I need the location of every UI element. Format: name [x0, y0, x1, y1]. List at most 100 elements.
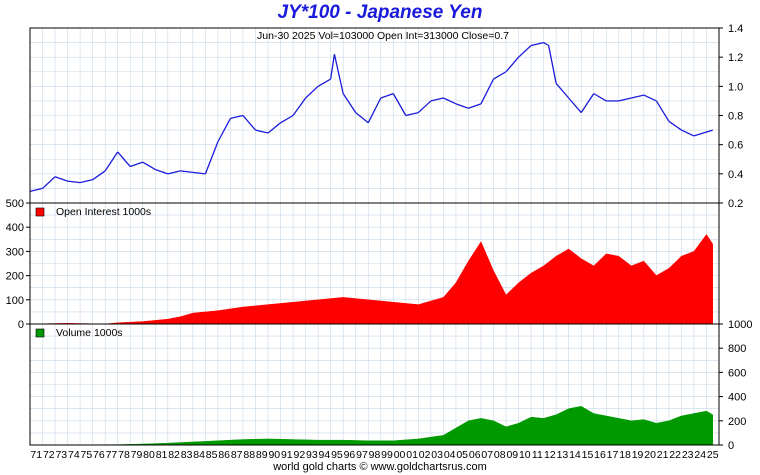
y-tick-label: 0.6 [728, 140, 743, 152]
x-tick-label: 13 [557, 449, 569, 461]
price-line-segment [367, 97, 382, 124]
price-line-segment [192, 171, 206, 175]
x-tick-label: 74 [68, 449, 80, 461]
price-line-segment [530, 41, 544, 47]
price-line-segment [42, 176, 56, 189]
x-tick-label: 01 [406, 449, 418, 461]
y-tick-label: 300 [6, 246, 24, 258]
y-tick-label: 400 [728, 392, 746, 404]
x-tick-label: 71 [30, 449, 42, 461]
x-tick-label: 80 [143, 449, 155, 461]
price-line-segment [417, 100, 432, 114]
price-line-segment [167, 170, 181, 175]
price-line-segment [505, 56, 520, 73]
price-line-segment [317, 78, 331, 87]
x-tick-label: 99 [381, 449, 393, 461]
panel-frame [29, 323, 720, 446]
x-tick-label: 87 [231, 449, 243, 461]
price-line-segment [518, 45, 532, 58]
y-tick-label: 1.0 [728, 81, 743, 93]
chart-title: JY*100 - Japanese Yen [277, 2, 483, 23]
x-tick-label: 97 [356, 449, 368, 461]
x-tick-label: 95 [331, 449, 343, 461]
x-tick-label: 77 [106, 449, 118, 461]
price-line-segment [568, 97, 582, 114]
price-line-segment [255, 129, 269, 134]
price-line-segment [593, 93, 607, 102]
y-tick-label: 1000 [728, 319, 752, 331]
price-line-segment [230, 114, 244, 120]
price-line-segment [580, 93, 595, 113]
y-tick-label: 100 [6, 295, 24, 307]
x-tick-label: 76 [93, 449, 105, 461]
price-line-segment [67, 180, 81, 184]
price-line-segment [130, 161, 143, 168]
y-tick-label: 500 [6, 198, 24, 210]
x-tick-label: 72 [43, 449, 55, 461]
x-tick-label: 11 [532, 449, 543, 461]
x-tick-label: 03 [431, 449, 443, 461]
price-line-segment [380, 93, 394, 99]
y-tick-label: 600 [728, 367, 746, 379]
y-tick-label: 800 [728, 343, 746, 355]
x-tick-label: 79 [131, 449, 143, 461]
price-info-line: Jun-30 2025 Vol=103000 Open Int=313000 C… [257, 30, 509, 42]
x-tick-label: 15 [582, 449, 594, 461]
x-tick-label: 25 [707, 449, 719, 461]
y-tick-label: 0.2 [728, 198, 743, 210]
x-tick-label: 19 [632, 449, 644, 461]
price-line-segment [555, 82, 570, 99]
x-tick-label: 24 [694, 449, 706, 461]
x-tick-label: 98 [369, 449, 381, 461]
price-line-segment [54, 176, 68, 182]
x-tick-label: 08 [494, 449, 506, 461]
x-tick-label: 10 [519, 449, 531, 461]
price-line-segment [79, 179, 93, 184]
x-tick-label: 04 [444, 449, 456, 461]
x-tick-label: 05 [456, 449, 468, 461]
x-tick-label: 09 [506, 449, 518, 461]
x-tick-label: 07 [481, 449, 493, 461]
price-line-segment [217, 118, 232, 143]
open-interest-legend-swatch [35, 207, 45, 217]
price-line-segment [493, 71, 507, 80]
price-line-segment [355, 112, 369, 124]
price-line-segment [142, 161, 156, 171]
price-line-segment [305, 85, 319, 99]
x-tick-label: 84 [193, 449, 205, 461]
x-tick-label: 88 [243, 449, 255, 461]
x-tick-label: 75 [81, 449, 93, 461]
x-tick-label: 78 [118, 449, 130, 461]
y-tick-label: 1.2 [728, 52, 743, 64]
price-line-segment [405, 111, 419, 117]
x-tick-label: 20 [644, 449, 656, 461]
x-tick-label: 16 [594, 449, 606, 461]
price-line-segment [392, 93, 407, 116]
x-tick-label: 94 [319, 449, 331, 461]
price-line-segment [333, 54, 344, 94]
x-tick-label: 90 [268, 449, 280, 461]
x-tick-label: 81 [156, 449, 168, 461]
price-line-segment [443, 97, 457, 105]
x-tick-label: 22 [669, 449, 681, 461]
open-interest-legend-label: Open Interest 1000s [56, 206, 151, 218]
price-line-segment [204, 141, 219, 175]
x-tick-label: 21 [657, 449, 669, 461]
price-line-segment [342, 93, 357, 113]
x-tick-label: 83 [181, 449, 193, 461]
open-interest-area [29, 234, 713, 325]
price-line-segment [280, 114, 294, 124]
x-tick-label: 89 [256, 449, 268, 461]
price-line-segment [480, 78, 495, 105]
volume-area [29, 406, 713, 446]
price-line-segment [330, 54, 336, 80]
x-tick-label: 82 [168, 449, 180, 461]
price-line-segment [180, 170, 193, 174]
x-tick-label: 18 [619, 449, 631, 461]
y-tick-label: 200 [728, 416, 746, 428]
y-tick-label: 0.8 [728, 111, 743, 123]
x-tick-label: 06 [469, 449, 481, 461]
price-line-segment [547, 45, 557, 84]
x-tick-label: 12 [544, 449, 556, 461]
